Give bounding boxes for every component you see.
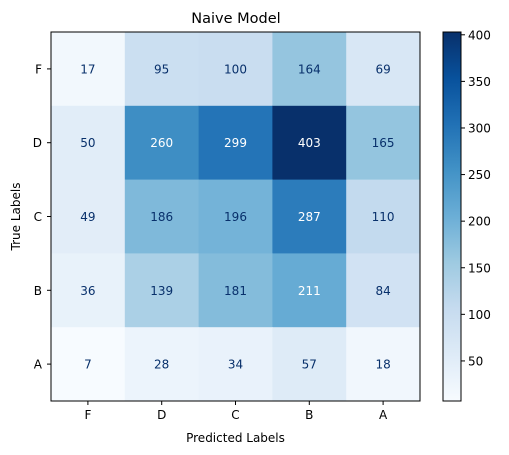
cell-value-label: 17 — [80, 62, 95, 76]
heatmap-cell — [272, 105, 347, 181]
heatmap-cell — [272, 253, 347, 328]
cell-value-label: 28 — [154, 358, 169, 372]
cell-value-label: 110 — [372, 210, 395, 224]
heatmap-cell — [346, 253, 421, 328]
cell-value-label: 50 — [80, 136, 95, 150]
cell-value-label: 18 — [375, 358, 390, 372]
colorbar-tick-label: 200 — [468, 215, 491, 229]
heatmap-cell — [198, 179, 273, 254]
heatmap-cell — [124, 327, 200, 402]
heatmap-cell — [51, 105, 126, 181]
heatmap-cell — [198, 253, 273, 328]
cell-value-label: 260 — [150, 136, 173, 150]
heatmap-cell — [272, 32, 347, 107]
y-tick-label: B — [34, 284, 42, 298]
y-axis: F D C B A — [33, 62, 51, 372]
colorbar-tick-label: 150 — [468, 261, 491, 275]
heatmap-cell — [51, 179, 126, 254]
cell-value-label: 34 — [228, 358, 243, 372]
y-tick-label: F — [35, 62, 42, 76]
cell-value-label: 84 — [375, 284, 390, 298]
y-axis-label: True Labels — [9, 183, 23, 252]
colorbar-tick-label: 400 — [468, 28, 491, 42]
heatmap-cell — [124, 105, 200, 181]
heatmap-cell — [124, 32, 200, 107]
colorbar-tick-label: 300 — [468, 121, 491, 135]
cell-value-label: 95 — [154, 62, 169, 76]
heatmap-cell — [51, 327, 126, 402]
heatmap-cell — [51, 32, 126, 107]
chart-title: Naive Model — [191, 11, 280, 27]
cell-value-label: 57 — [302, 358, 317, 372]
heatmap-cell — [346, 32, 421, 107]
cell-value-label: 299 — [224, 136, 247, 150]
colorbar-tick-label: 250 — [468, 168, 491, 182]
y-tick-label: D — [33, 136, 42, 150]
cell-value-label: 100 — [224, 62, 247, 76]
heatmap-cell — [198, 32, 273, 107]
colorbar-tick-label: 100 — [468, 308, 491, 322]
colorbar-tick-label: 350 — [468, 75, 491, 89]
cell-value-label: 49 — [80, 210, 95, 224]
cell-value-label: 186 — [150, 210, 173, 224]
cell-value-label: 7 — [84, 358, 92, 372]
heatmap-cell — [124, 179, 200, 254]
x-tick-label: B — [305, 408, 313, 422]
heatmap-cell — [272, 179, 347, 254]
colorbar: 50 100 150 200 250 300 350 400 — [442, 28, 491, 402]
cell-value-label: 36 — [80, 284, 95, 298]
cell-value-label: 139 — [150, 284, 173, 298]
cell-value-label: 69 — [375, 62, 390, 76]
cell-value-label: 403 — [298, 136, 321, 150]
colorbar-tick-label: 50 — [468, 354, 483, 368]
cell-value-label: 211 — [298, 284, 321, 298]
x-axis-label: Predicted Labels — [186, 431, 285, 445]
heatmap-cell — [51, 253, 126, 328]
heatmap-cell — [198, 327, 273, 402]
x-tick-label: D — [157, 408, 166, 422]
cell-value-label: 164 — [298, 62, 321, 76]
y-tick-label: C — [34, 210, 42, 224]
heatmap-cell — [198, 105, 273, 181]
heatmap-cell — [124, 253, 200, 328]
y-tick-label: A — [34, 358, 43, 372]
cell-value-label: 287 — [298, 210, 321, 224]
cell-value-label: 165 — [372, 136, 395, 150]
heatmap-cell — [346, 105, 421, 181]
x-tick-label: C — [231, 408, 239, 422]
x-tick-label: A — [379, 408, 388, 422]
cell-value-label: 196 — [224, 210, 247, 224]
heatmap-cell — [346, 327, 421, 402]
x-tick-label: F — [84, 408, 91, 422]
heatmap-cell — [346, 179, 421, 254]
heatmap-cell — [272, 327, 347, 402]
cell-value-label: 181 — [224, 284, 247, 298]
colorbar-gradient — [442, 31, 462, 402]
